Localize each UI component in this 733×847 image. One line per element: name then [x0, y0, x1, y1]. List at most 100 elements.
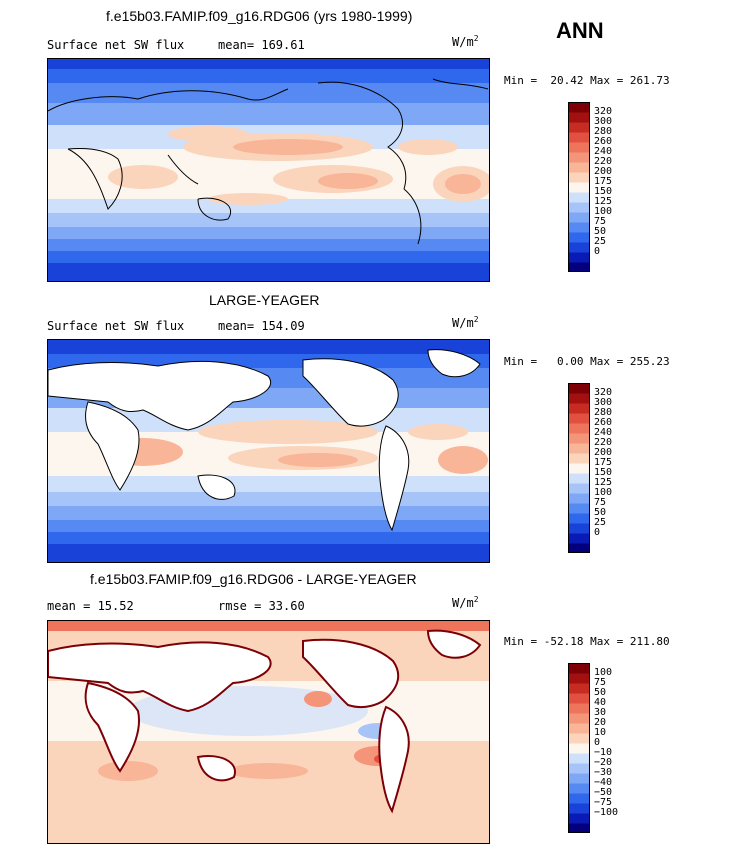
panel-3-mean: mean = 15.52 [47, 599, 134, 613]
colorbar-tick-label: 25 [594, 517, 607, 528]
colorbar-swatch [568, 262, 590, 273]
colorbar-tick-label: 75 [594, 497, 607, 508]
colorbar-swatch [568, 122, 590, 133]
colorbar-tick-label: 260 [594, 417, 613, 428]
colorbar-swatch [568, 192, 590, 203]
panel-3-rmse: rmse = 33.60 [218, 599, 305, 613]
colorbar-tick-label: 150 [594, 186, 613, 197]
colorbar-tick-label: 300 [594, 116, 613, 127]
colorbar-swatch [568, 773, 590, 784]
colorbar-swatch [568, 383, 590, 394]
colorbar-swatch [568, 182, 590, 193]
panel-3-map-svg [48, 621, 489, 843]
panel-1-minmax: Min = 20.42 Max = 261.73 [504, 74, 670, 87]
colorbar-swatch [568, 683, 590, 694]
colorbar-swatch [568, 413, 590, 424]
panel-3-title: f.e15b03.FAMIP.f09_g16.RDG06 - LARGE-YEA… [90, 571, 417, 587]
colorbar-tick-label: 10 [594, 727, 607, 738]
panel-1-map [47, 58, 490, 282]
colorbar-tick-label: 280 [594, 126, 613, 137]
panel-2-variable: Surface net SW flux [47, 319, 185, 333]
colorbar-tick-label: −100 [594, 807, 619, 818]
colorbar-tick-label: 240 [594, 146, 613, 157]
colorbar-tick-label: 220 [594, 437, 613, 448]
colorbar-swatch [568, 212, 590, 223]
colorbar-swatch [568, 523, 590, 534]
panel-1-variable: Surface net SW flux [47, 38, 185, 52]
panel-2-map-svg [48, 340, 489, 562]
colorbar-tick-label: 150 [594, 467, 613, 478]
panel-2-map [47, 339, 490, 563]
colorbar-tick-label: 50 [594, 507, 607, 518]
panel-1-stat: mean= 169.61 [218, 38, 305, 52]
colorbar-swatch [568, 503, 590, 514]
colorbar-swatch [568, 483, 590, 494]
colorbar-swatch [568, 112, 590, 123]
units-exponent: 2 [473, 595, 479, 604]
colorbar-tick-label: 40 [594, 697, 607, 708]
units-exponent: 2 [473, 315, 479, 324]
colorbar-swatch [568, 433, 590, 444]
panel-1-map-svg [48, 59, 489, 281]
colorbar-tick-label: 125 [594, 196, 613, 207]
colorbar-tick-label: −40 [594, 777, 613, 788]
colorbar-tick-label: −10 [594, 747, 613, 758]
colorbar-swatch [568, 473, 590, 484]
colorbar-swatch [568, 813, 590, 824]
panel-2-colorbar-svg [568, 383, 590, 554]
colorbar-swatch [568, 533, 590, 544]
colorbar-tick-label: 175 [594, 457, 613, 468]
colorbar-tick-label: 175 [594, 176, 613, 187]
colorbar-tick-label: 25 [594, 236, 607, 247]
colorbar-swatch [568, 423, 590, 434]
colorbar-swatch [568, 403, 590, 414]
colorbar-swatch [568, 142, 590, 153]
colorbar-swatch [568, 443, 590, 454]
colorbar-swatch [568, 132, 590, 143]
colorbar-tick-label: 100 [594, 487, 613, 498]
colorbar-swatch [568, 723, 590, 734]
colorbar-border [568, 383, 590, 553]
colorbar-tick-label: 0 [594, 737, 601, 748]
colorbar-swatch [568, 463, 590, 474]
colorbar-swatch [568, 393, 590, 404]
colorbar-swatch [568, 793, 590, 804]
colorbar-swatch [568, 513, 590, 524]
colorbar-tick-label: 0 [594, 246, 601, 257]
panel-3-map [47, 620, 490, 844]
panel-3-minmax: Min = -52.18 Max = 211.80 [504, 635, 670, 648]
colorbar-swatch [568, 783, 590, 794]
colorbar-swatch [568, 543, 590, 554]
colorbar-border [568, 663, 590, 833]
units-base: W/m [452, 316, 474, 330]
colorbar-tick-label: 300 [594, 397, 613, 408]
colorbar-swatch [568, 102, 590, 113]
colorbar-tick-label: −50 [594, 787, 613, 798]
colorbar-swatch [568, 733, 590, 744]
panel-1-colorbar [568, 102, 590, 277]
colorbar-swatch [568, 703, 590, 714]
panel-2-minmax: Min = 0.00 Max = 255.23 [504, 355, 670, 368]
units-base: W/m [452, 35, 474, 49]
colorbar-swatch [568, 172, 590, 183]
panel-3-colorbar [568, 663, 590, 838]
panel-2-title: LARGE-YEAGER [209, 292, 320, 308]
colorbar-swatch [568, 453, 590, 464]
colorbar-tick-label: 0 [594, 527, 601, 538]
colorbar-swatch [568, 693, 590, 704]
colorbar-border [568, 102, 590, 272]
colorbar-tick-label: 100 [594, 206, 613, 217]
colorbar-tick-label: 320 [594, 387, 613, 398]
colorbar-tick-label: 220 [594, 156, 613, 167]
colorbar-tick-label: 100 [594, 667, 613, 678]
colorbar-tick-label: 75 [594, 216, 607, 227]
panel-3-units: W/m2 [452, 595, 479, 610]
colorbar-swatch [568, 493, 590, 504]
panel-2-stat: mean= 154.09 [218, 319, 305, 333]
colorbar-tick-label: 280 [594, 407, 613, 418]
colorbar-swatch [568, 252, 590, 263]
colorbar-swatch [568, 242, 590, 253]
colorbar-swatch [568, 713, 590, 724]
panel-2-units: W/m2 [452, 315, 479, 330]
colorbar-tick-label: 320 [594, 106, 613, 117]
